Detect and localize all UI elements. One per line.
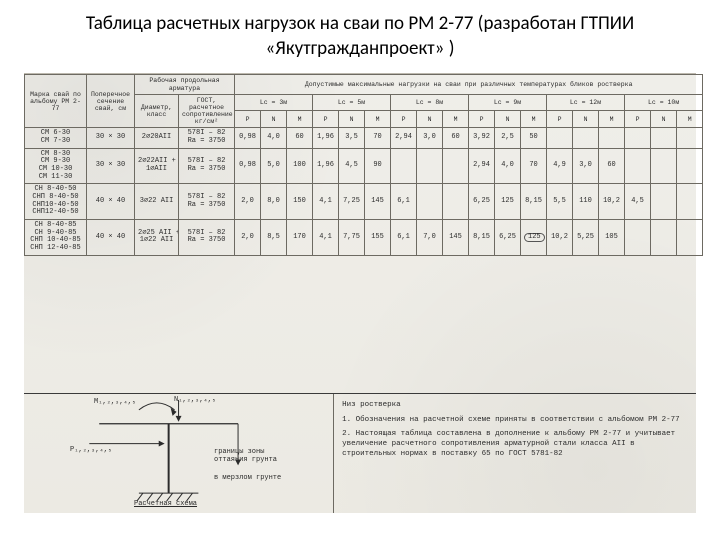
notes-title: Низ ростверка <box>342 400 688 410</box>
hdr-l6: Lс = 10м <box>625 94 703 111</box>
note-1: 1. Обозначения на расчетной схеме принят… <box>342 415 688 425</box>
bottom-panel: M₁,₂,₃,₄,₅ N₁,₂,₃,₄,₅ P₁,₂,₃,₄,₅ <box>24 393 696 513</box>
page-title: Таблица расчетных нагрузок на сваи по РМ… <box>0 0 720 69</box>
scanned-table-region: Марка свай по альбому РМ 2-77 Поперечное… <box>24 73 696 513</box>
hdr-l5: Lс = 12м <box>547 94 625 111</box>
hdr-l2: Lс = 5м <box>313 94 391 111</box>
note-2: 2. Настоящая таблица составлена в дополн… <box>342 429 688 459</box>
hdr-l1: Lс = 3м <box>235 94 313 111</box>
schema-svg <box>24 394 333 513</box>
table-row: СН 8-40-50 СНП 8-40-50 СНП10-40-50 СНП12… <box>25 184 703 220</box>
hdr-loads: Допустимые максимальные нагрузки на сваи… <box>235 75 703 94</box>
table-row: СМ 8-30 СМ 9-30 СМ 10-30 СМ 11-30 30 × 3… <box>25 148 703 184</box>
hdr-l4: Lс = 9м <box>469 94 547 111</box>
table-body: СМ 6-30 СМ 7-30 30 × 30 2⌀20АII 578I – 8… <box>25 128 703 256</box>
loads-table: Марка свай по альбому РМ 2-77 Поперечное… <box>24 74 703 255</box>
hdr-diam: Диаметр, класс <box>135 94 179 128</box>
hdr-marks: Марка свай по альбому РМ 2-77 <box>25 75 87 128</box>
label-thaw: границы зоны оттаяния грунта <box>214 448 277 464</box>
table-row: СН 8-40-85 СН 9-40-85 СНП 10-40-85 СНП 1… <box>25 220 703 256</box>
hdr-l3: Lс = 8м <box>391 94 469 111</box>
hdr-reinf-group: Рабочая продольная арматура <box>135 75 235 94</box>
table-wrapper: Марка свай по альбому РМ 2-77 Поперечное… <box>24 74 696 513</box>
calc-schema: M₁,₂,₃,₄,₅ N₁,₂,₃,₄,₅ P₁,₂,₃,₄,₅ <box>24 394 333 513</box>
schema-caption: Расчетная схема <box>134 500 197 508</box>
hdr-gost: ГОСТ, расчетное сопротивление кг/см² <box>179 94 235 128</box>
table-row: СМ 6-30 СМ 7-30 30 × 30 2⌀20АII 578I – 8… <box>25 128 703 148</box>
notes-panel: Низ ростверка 1. Обозначения на расчетно… <box>333 394 696 513</box>
hdr-section: Поперечное сечение свай, см <box>87 75 135 128</box>
label-frozen: в мерзлом грунте <box>214 474 281 482</box>
